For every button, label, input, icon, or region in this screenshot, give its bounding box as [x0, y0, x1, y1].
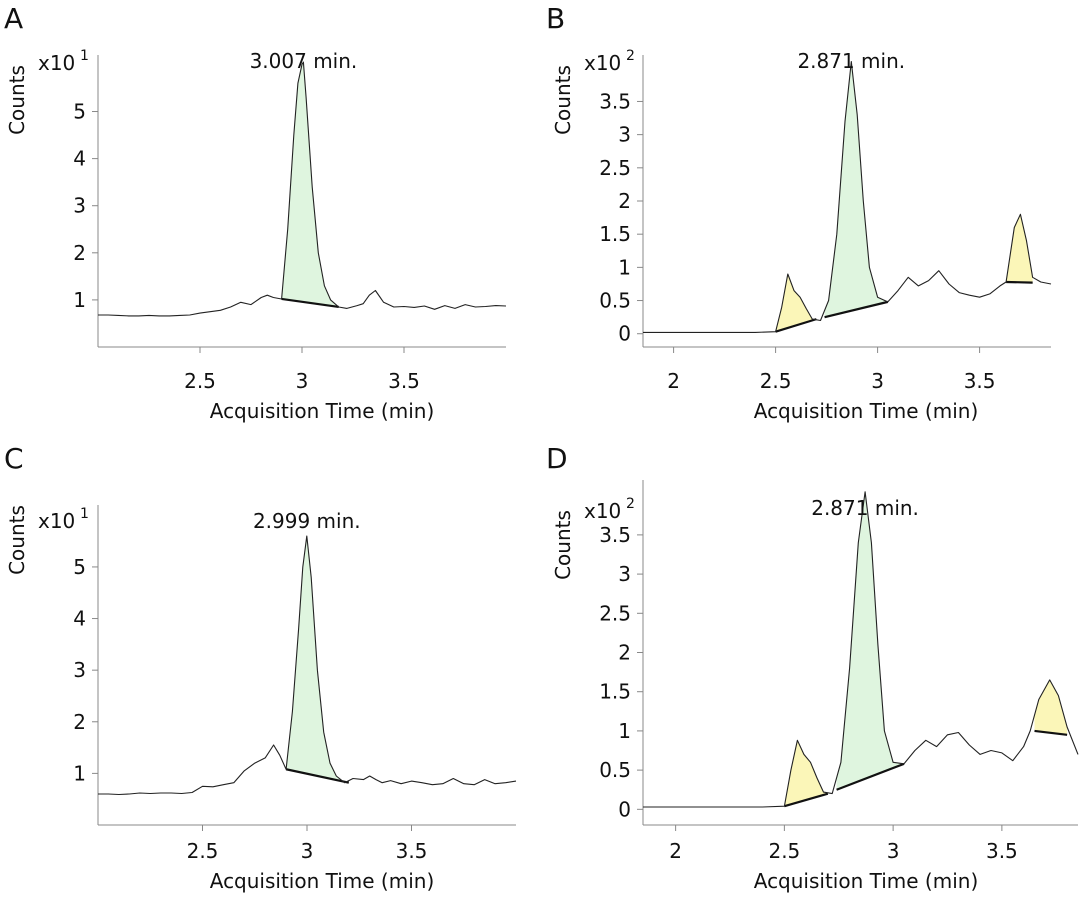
x-tick-label: 3.5 — [388, 369, 420, 393]
chart-panel-d: D 2 2.5 3 3.5 0 0.5 1 1.5 2 2.5 3 3.5 Acquisition Tim… — [546, 442, 1079, 893]
y-tick-label: 3.5 — [599, 523, 631, 547]
peak-baseline — [281, 297, 339, 309]
peak-time-label: 2.871 min. — [797, 49, 905, 73]
y-tick-label: 1 — [618, 719, 631, 743]
peak-area — [286, 538, 349, 783]
x-axis-title: Acquisition Time (min) — [754, 869, 979, 893]
x-tick-label: 2.5 — [187, 839, 219, 863]
y-tick-label: 1 — [73, 288, 86, 312]
x-axis-title: Acquisition Time (min) — [754, 399, 979, 423]
y-tick-label: 0.5 — [599, 758, 631, 782]
y-tick-label: 2 — [618, 641, 631, 665]
chart-panel-c: C 2.5 3 3.5 1 2 3 4 5 Acquisition Time (min) Count… — [4, 442, 517, 893]
peak-baseline — [824, 300, 889, 319]
chart-panel-a: A 2.5 3 3.5 1 2 3 4 5 Acquisition Time (min) Count… — [4, 2, 507, 423]
y-tick-label: 4 — [73, 607, 86, 631]
y-axis-title: Counts — [551, 65, 575, 135]
x-tick-label: 2.5 — [184, 369, 216, 393]
y-tick-label: 5 — [73, 100, 86, 124]
y-tick-label: 1 — [73, 761, 86, 785]
y-scale-multiplier: x10 — [38, 509, 75, 533]
y-tick-label: 1.5 — [599, 222, 631, 246]
y-tick-label: 3 — [73, 658, 86, 682]
peak-area — [1034, 680, 1068, 735]
y-scale-multiplier: x10 — [584, 499, 621, 523]
peak-baseline — [775, 318, 817, 333]
y-tick-label: 3 — [618, 123, 631, 147]
peak-area — [824, 63, 888, 318]
y-tick-label: 2.5 — [599, 601, 631, 625]
chart-panel-b: B 2 2.5 3 3.5 0 0.5 1 1.5 2 2.5 3 3.5 Acquisition Tim… — [546, 2, 1052, 423]
x-tick-label: 3.5 — [964, 369, 996, 393]
chromatogram-trace — [643, 491, 1079, 808]
y-tick-label: 3.5 — [599, 89, 631, 113]
y-axis-title: Counts — [5, 505, 29, 575]
y-scale-exponent: 1 — [80, 506, 89, 522]
x-tick-label: 3.5 — [986, 839, 1018, 863]
y-axis-title: Counts — [5, 65, 29, 135]
y-tick-label: 1 — [618, 255, 631, 279]
peak-time-label: 3.007 min. — [250, 49, 358, 73]
y-tick-label: 2 — [73, 241, 86, 265]
peak-area — [784, 740, 828, 807]
y-tick-label: 5 — [73, 555, 86, 579]
x-axis-title: Acquisition Time (min) — [210, 399, 435, 423]
peak-baseline — [285, 768, 350, 784]
y-tick-label: 0.5 — [599, 289, 631, 313]
y-tick-label: 3 — [73, 194, 86, 218]
y-tick-label: 2 — [73, 710, 86, 734]
chromatogram-trace — [98, 535, 517, 796]
peak-area — [836, 493, 904, 790]
x-tick-label: 3.5 — [396, 839, 428, 863]
peak-area — [281, 62, 339, 308]
x-tick-label: 2.5 — [768, 839, 800, 863]
chromatogram-trace — [643, 61, 1052, 333]
peak-baseline — [836, 762, 905, 791]
y-tick-label: 2 — [618, 189, 631, 213]
y-axis-title: Counts — [551, 510, 575, 580]
x-tick-label: 2 — [667, 369, 680, 393]
x-tick-label: 3 — [871, 369, 884, 393]
y-tick-label: 0 — [618, 797, 631, 821]
y-tick-label: 3 — [618, 562, 631, 586]
x-tick-label: 3 — [301, 839, 314, 863]
peak-baseline — [1034, 729, 1068, 736]
y-tick-label: 2.5 — [599, 156, 631, 180]
peak-baseline — [784, 792, 829, 808]
x-tick-label: 3 — [887, 839, 900, 863]
panel-letter: B — [546, 2, 565, 35]
peak-time-label: 2.871 min. — [811, 496, 919, 520]
y-scale-multiplier: x10 — [584, 51, 621, 75]
y-scale-exponent: 2 — [626, 48, 635, 64]
x-tick-label: 2 — [669, 839, 682, 863]
peak-baseline — [1006, 280, 1033, 284]
y-scale-exponent: 1 — [80, 48, 89, 64]
y-scale-exponent: 2 — [626, 496, 635, 512]
y-tick-label: 0 — [618, 322, 631, 346]
panel-letter: D — [546, 442, 568, 475]
peak-area — [1006, 215, 1033, 283]
x-axis-title: Acquisition Time (min) — [210, 869, 435, 893]
chromatogram-trace — [98, 61, 507, 317]
panel-letter: A — [4, 2, 23, 35]
y-tick-label: 1.5 — [599, 680, 631, 704]
y-scale-multiplier: x10 — [38, 51, 75, 75]
panel-letter: C — [4, 442, 24, 475]
y-tick-label: 4 — [73, 147, 86, 171]
x-tick-label: 2.5 — [760, 369, 792, 393]
x-tick-label: 3 — [296, 369, 309, 393]
peak-time-label: 2.999 min. — [253, 509, 361, 533]
peak-area — [775, 274, 817, 332]
